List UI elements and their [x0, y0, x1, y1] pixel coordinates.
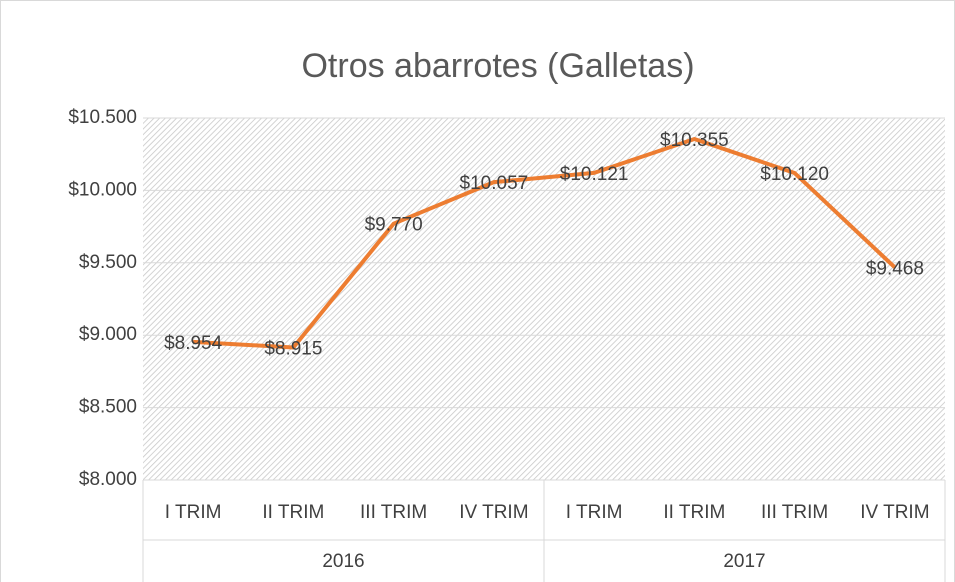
data-label: $10.120 [760, 164, 829, 185]
data-label: $8.954 [164, 333, 223, 354]
y-tick-label: $10.000 [68, 179, 137, 200]
y-tick-label: $9.500 [79, 252, 137, 273]
series-line [193, 136, 897, 350]
data-label: $8.915 [264, 339, 322, 360]
y-tick-label: $10.500 [68, 107, 137, 128]
x-tick-label: I TRIM [566, 502, 623, 523]
x-tick-label: I TRIM [165, 502, 222, 523]
y-tick-label: $8.000 [79, 469, 137, 490]
x-tick-label: IV TRIM [860, 502, 929, 523]
data-label: $9.468 [866, 258, 924, 279]
group-label: 2017 [723, 551, 765, 572]
y-tick-label: $8.500 [79, 397, 137, 418]
group-label: 2016 [322, 551, 364, 572]
x-tick-label: IV TRIM [459, 502, 528, 523]
data-label: $10.121 [560, 164, 629, 185]
chart-title: Otros abarrotes (Galletas) [301, 47, 694, 85]
x-tick-label: III TRIM [761, 502, 828, 523]
data-label: $10.057 [460, 173, 529, 194]
x-tick-label: III TRIM [360, 502, 427, 523]
data-label: $10.355 [660, 130, 729, 151]
x-tick-label: II TRIM [663, 502, 725, 523]
data-label: $9.770 [365, 215, 423, 236]
x-tick-label: II TRIM [262, 502, 324, 523]
y-tick-label: $9.000 [79, 324, 137, 345]
